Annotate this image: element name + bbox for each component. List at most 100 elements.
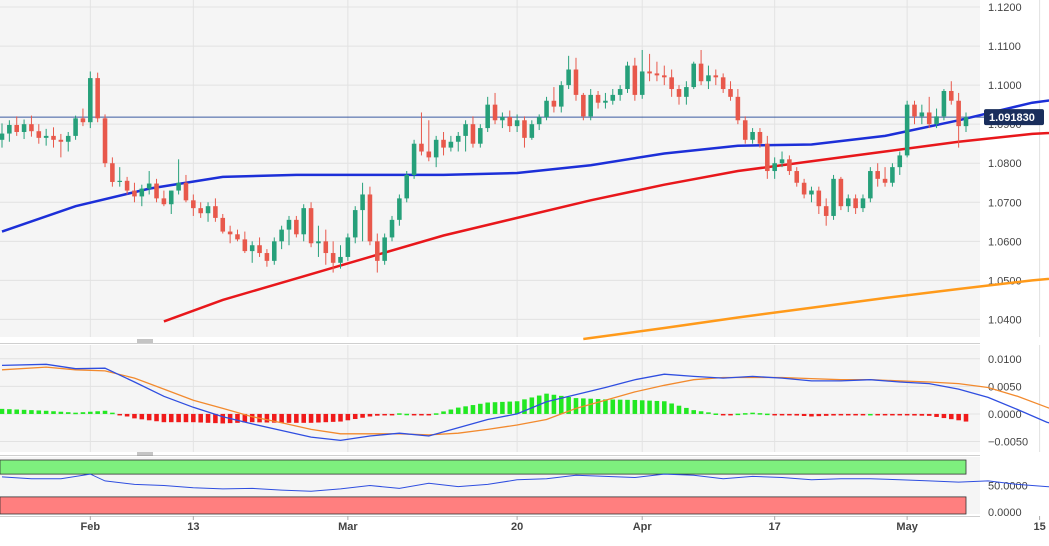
- macd-histogram-bar: [235, 413, 240, 423]
- candle-body: [235, 234, 240, 240]
- price-tick-label: 1.0600: [988, 236, 1022, 248]
- candle: [411, 139, 417, 179]
- candle-body: [845, 198, 851, 207]
- macd-histogram-bar: [367, 413, 373, 417]
- candle-body: [617, 89, 623, 95]
- candle-body: [139, 188, 145, 197]
- candle-body: [323, 241, 329, 254]
- candle: [375, 233, 380, 273]
- macd-histogram-bar: [411, 413, 417, 416]
- macd-histogram-bar: [934, 413, 939, 417]
- candle: [522, 116, 527, 148]
- candle: [198, 202, 203, 218]
- candle-body: [419, 143, 424, 152]
- macd-histogram-bar: [845, 413, 851, 416]
- candle: [95, 72, 100, 123]
- candle: [0, 123, 5, 148]
- current-price-label: 1.091830: [989, 112, 1035, 124]
- macd-histogram-bar: [80, 412, 86, 414]
- candle: [507, 110, 513, 132]
- candle-body: [801, 182, 807, 195]
- candle-body: [713, 75, 719, 78]
- candle-body: [227, 231, 233, 235]
- macd-histogram-bar: [639, 400, 645, 414]
- candle-body: [249, 245, 255, 252]
- macd-histogram-bar: [58, 411, 64, 414]
- macd-histogram-bar: [500, 401, 505, 414]
- candle: [838, 176, 844, 211]
- candle-body: [168, 190, 174, 205]
- candle-body: [478, 128, 483, 144]
- price-panel-background: [0, 0, 980, 337]
- macd-histogram-bar: [360, 413, 365, 418]
- candle-body: [448, 141, 454, 148]
- candle: [154, 178, 159, 203]
- candle: [191, 194, 196, 216]
- candle-body: [485, 104, 490, 129]
- candle-body: [676, 89, 682, 97]
- candle-body: [544, 100, 549, 118]
- candle-body: [411, 143, 417, 175]
- macd-histogram-bar: [809, 413, 814, 417]
- panel-resize-handle-1[interactable]: [137, 339, 153, 343]
- macd-histogram-bar: [868, 413, 873, 416]
- candle: [485, 96, 490, 132]
- macd-histogram-bar: [433, 413, 439, 415]
- candle: [36, 124, 42, 144]
- macd-histogram-bar: [0, 408, 5, 414]
- candle-body: [926, 112, 932, 125]
- candle-body: [316, 241, 321, 244]
- macd-panel: 0.0100 0.0050 0.0000 −0.0050: [0, 345, 1049, 452]
- candle-body: [566, 69, 571, 86]
- candle: [765, 135, 770, 179]
- macd-histogram-bar: [294, 413, 299, 423]
- candle: [242, 231, 248, 254]
- candle-body: [110, 163, 115, 182]
- macd-histogram-bar: [279, 413, 284, 423]
- candle: [890, 163, 895, 187]
- current-price-badge: 1.091830: [984, 109, 1044, 126]
- candle: [934, 108, 939, 129]
- macd-histogram-bar: [205, 413, 211, 423]
- candle: [433, 135, 439, 168]
- candle-body: [198, 208, 203, 214]
- candle-body: [691, 63, 697, 88]
- macd-histogram-bar: [669, 403, 674, 414]
- macd-histogram-bar: [352, 413, 358, 420]
- candle-body: [816, 190, 822, 207]
- candle-body: [161, 198, 167, 205]
- macd-histogram-bar: [271, 413, 277, 423]
- candle-body: [823, 206, 829, 216]
- candle: [787, 155, 792, 175]
- candle: [205, 202, 211, 222]
- candle: [176, 159, 181, 195]
- macd-line: [1, 363, 1049, 442]
- candle: [492, 92, 498, 125]
- candle: [168, 190, 174, 214]
- candle-body: [558, 85, 564, 107]
- macd-histogram-bar: [397, 413, 402, 415]
- time-tick-label: 17: [769, 521, 781, 533]
- macd-histogram-bar: [168, 413, 174, 423]
- rsi-tick-label: 0.0000: [988, 507, 1022, 519]
- macd-histogram-bar: [654, 400, 660, 414]
- candle: [397, 194, 402, 226]
- candle-body: [43, 135, 49, 138]
- macd-histogram-bar: [794, 413, 800, 416]
- rsi-line: [1, 473, 1049, 492]
- macd-histogram-bar: [816, 413, 822, 417]
- macd-histogram-bar: [7, 409, 12, 414]
- candle: [426, 120, 432, 162]
- candle: [603, 92, 608, 109]
- macd-histogram-bar: [146, 413, 152, 421]
- candle: [323, 229, 329, 265]
- candle: [639, 49, 645, 99]
- candle-body: [794, 171, 800, 183]
- candle-body: [507, 117, 513, 127]
- panel-resize-handle-2[interactable]: [137, 452, 153, 456]
- time-tick-label: 13: [187, 521, 199, 533]
- candle-body: [183, 182, 189, 201]
- candle: [735, 89, 741, 125]
- candle: [65, 131, 71, 152]
